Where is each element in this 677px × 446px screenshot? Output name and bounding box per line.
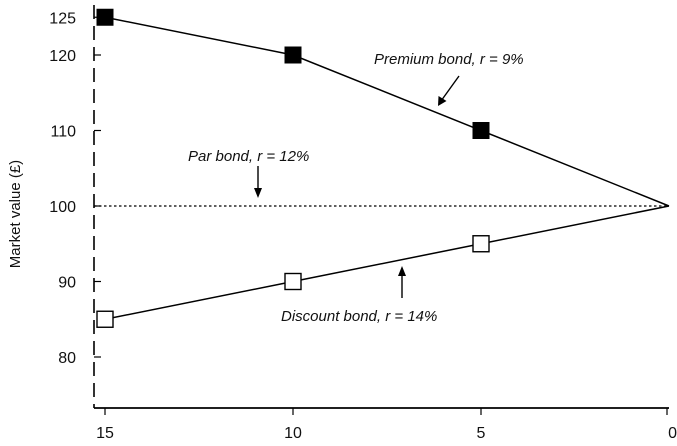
premium-bond-marker <box>96 8 114 26</box>
x-tick-label: 10 <box>284 425 302 442</box>
annotation-premium-arrow <box>440 75 460 102</box>
premium-bond-line <box>104 16 670 207</box>
annotation-discount-arrowhead <box>398 266 406 276</box>
premium-bond-marker <box>284 46 302 64</box>
discount-bond-line <box>104 205 670 320</box>
markers <box>96 8 490 328</box>
y-tick-label: 80 <box>58 350 76 367</box>
discount-bond-marker <box>284 272 302 291</box>
y-axis-title: Market value (£) <box>7 160 24 268</box>
series-lines <box>94 16 670 320</box>
y-tick-label: 120 <box>49 48 76 65</box>
x-tick-label: 15 <box>96 425 114 442</box>
annotations: Premium bond, r = 9% Par bond, r = 12% D… <box>188 51 524 325</box>
annotation-par-arrowhead <box>254 188 262 198</box>
premium-bond-marker <box>472 122 490 139</box>
y-tick-label: 110 <box>50 124 76 141</box>
annotation-par-bond: Par bond, r = 12% <box>188 148 309 165</box>
x-tick-label: 5 <box>477 425 486 442</box>
y-tick-label: 90 <box>58 275 76 292</box>
y-tick-label: 100 <box>49 199 76 216</box>
y-ticks: 80 90 100 110 120 125 <box>49 10 101 367</box>
discount-bond-marker <box>96 310 114 328</box>
x-tick-label: 0 <box>668 425 677 442</box>
annotation-discount-bond: Discount bond, r = 14% <box>281 308 437 325</box>
discount-bond-marker <box>472 235 490 253</box>
annotation-premium-bond: Premium bond, r = 9% <box>374 51 524 68</box>
x-ticks: 15 10 5 0 <box>96 408 677 442</box>
y-tick-label: 125 <box>49 10 76 27</box>
annotation-premium-arrowhead <box>438 96 447 106</box>
